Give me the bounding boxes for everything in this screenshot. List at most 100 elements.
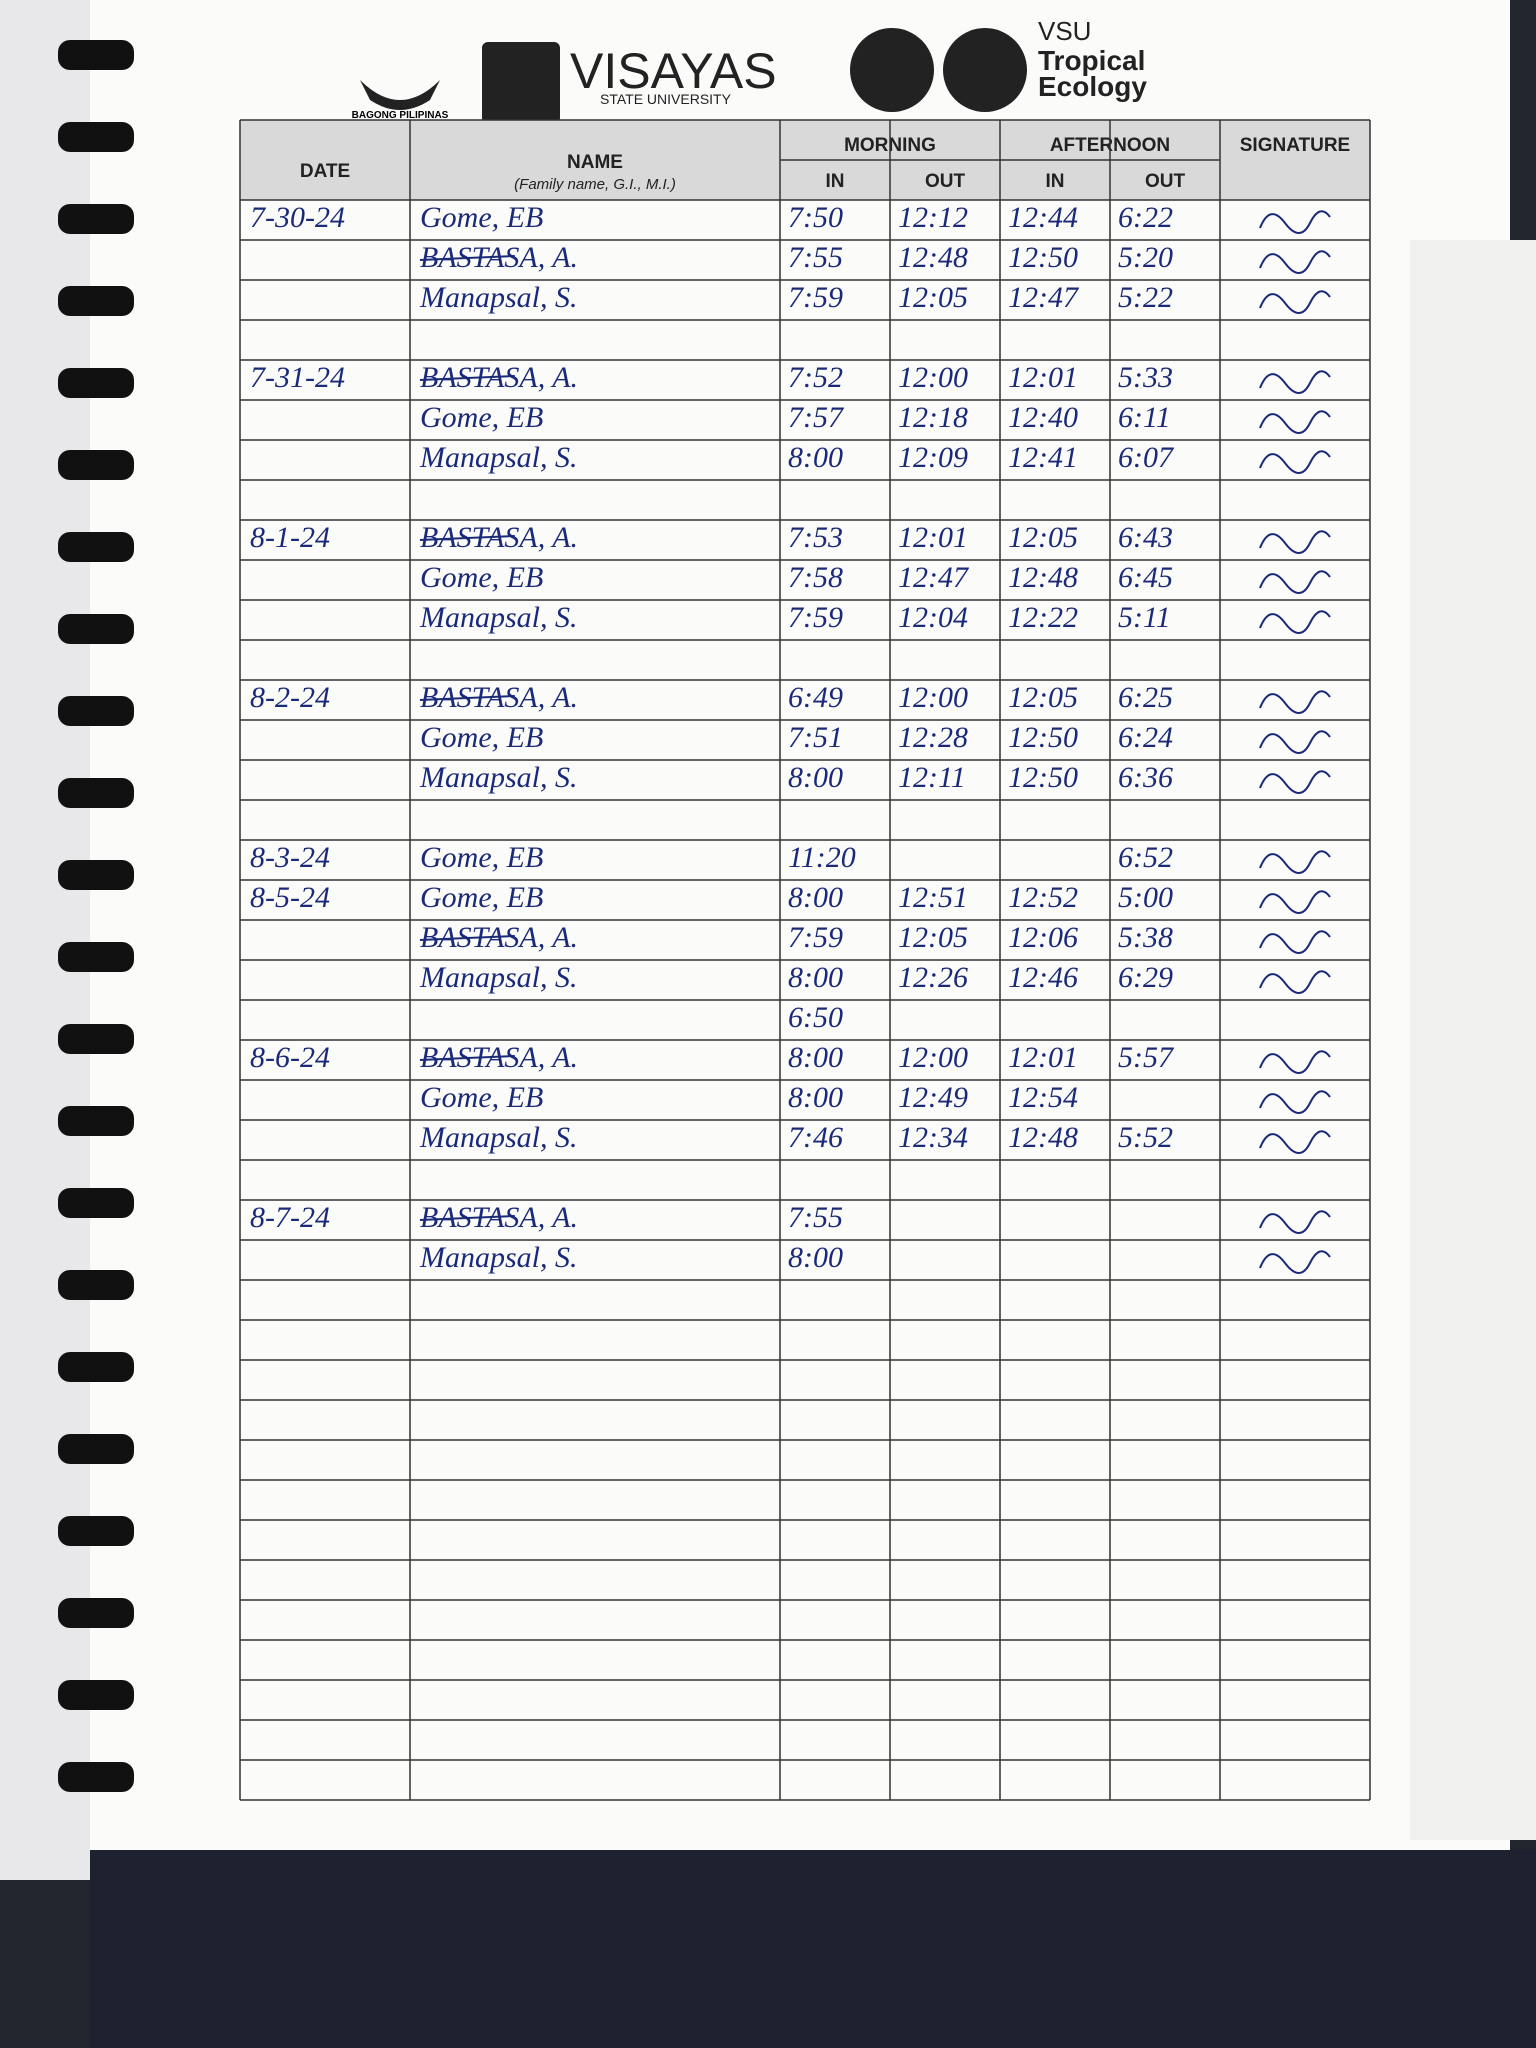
signature-scribble bbox=[1259, 450, 1331, 474]
am-out-cell: 12:34 bbox=[898, 1121, 968, 1154]
pm-out-cell: 6:11 bbox=[1118, 401, 1171, 434]
binding-ring bbox=[58, 696, 134, 726]
binding-ring bbox=[58, 1270, 134, 1300]
pm-in-cell: 12:47 bbox=[1008, 281, 1080, 314]
name-cell: Gome, EB bbox=[420, 721, 543, 754]
date-cell: 8-6-24 bbox=[250, 1041, 330, 1074]
am-in-cell: 8:00 bbox=[788, 761, 843, 794]
signature-scribble bbox=[1259, 1050, 1331, 1074]
binding-ring bbox=[58, 204, 134, 234]
am-out-cell: 12:00 bbox=[898, 361, 968, 394]
pm-in-cell: 12:54 bbox=[1008, 1081, 1078, 1114]
am-in-cell: 7:59 bbox=[788, 281, 843, 314]
am-out-cell: 12:28 bbox=[898, 721, 968, 754]
pm-out-cell: 6:07 bbox=[1118, 441, 1175, 474]
unit-logo bbox=[850, 28, 934, 112]
vsu-logo bbox=[482, 42, 560, 124]
date-cell: 8-3-24 bbox=[250, 841, 330, 874]
signature-scribble bbox=[1259, 370, 1331, 394]
am-in-cell: 8:00 bbox=[788, 881, 843, 914]
am-in-cell: 7:57 bbox=[788, 401, 845, 434]
pm-in-cell: 12:01 bbox=[1008, 361, 1078, 394]
strike-through bbox=[419, 535, 515, 541]
am-in-cell: 7:50 bbox=[788, 201, 843, 234]
binding-ring bbox=[58, 450, 134, 480]
name-cell: Gome, EB bbox=[420, 401, 543, 434]
pm-in-cell: 12:40 bbox=[1008, 401, 1078, 434]
signature-scribble bbox=[1259, 290, 1331, 314]
pm-in-cell: 12:05 bbox=[1008, 681, 1078, 714]
signature-scribble bbox=[1259, 410, 1331, 434]
unit-name: Ecology bbox=[1038, 71, 1147, 102]
pm-out-cell: 6:52 bbox=[1118, 841, 1173, 874]
am-out-cell: 12:05 bbox=[898, 281, 968, 314]
pm-in-cell: 12:41 bbox=[1008, 441, 1078, 474]
binding-ring bbox=[58, 1680, 134, 1710]
header-sub: (Family name, G.I., M.I.) bbox=[514, 176, 676, 193]
signature-scribble bbox=[1259, 970, 1331, 994]
date-cell: 8-5-24 bbox=[250, 881, 330, 914]
pm-out-cell: 6:36 bbox=[1118, 761, 1173, 794]
side-paper bbox=[1410, 240, 1536, 1840]
pm-out-cell: 6:29 bbox=[1118, 961, 1173, 994]
pm-out-cell: 6:22 bbox=[1118, 201, 1173, 234]
date-cell: 7-30-24 bbox=[250, 201, 345, 234]
am-in-cell: 8:00 bbox=[788, 441, 843, 474]
binding-ring bbox=[58, 1188, 134, 1218]
pm-in-cell: 12:22 bbox=[1008, 601, 1078, 634]
name-cell: Gome, EB bbox=[420, 841, 543, 874]
signature-scribble bbox=[1259, 210, 1331, 234]
name-cell: Manapsal, S. bbox=[419, 761, 578, 794]
pm-out-cell: 5:00 bbox=[1118, 881, 1173, 914]
pm-in-cell: 12:48 bbox=[1008, 1121, 1078, 1154]
am-in-cell: 11:20 bbox=[788, 841, 856, 874]
name-cell: Manapsal, S. bbox=[419, 601, 578, 634]
name-cell: Gome, EB bbox=[420, 881, 543, 914]
strike-through bbox=[419, 695, 515, 701]
am-in-cell: 6:50 bbox=[788, 1001, 843, 1034]
pm-in-cell: 12:48 bbox=[1008, 561, 1078, 594]
am-out-cell: 12:04 bbox=[898, 601, 968, 634]
signature-scribble bbox=[1259, 1210, 1331, 1234]
page-sheet bbox=[90, 0, 1510, 1850]
pm-in-cell: 12:44 bbox=[1008, 201, 1078, 234]
am-out-cell: 12:05 bbox=[898, 921, 968, 954]
pm-in-cell: 12:05 bbox=[1008, 521, 1078, 554]
date-cell: 8-2-24 bbox=[250, 681, 330, 714]
pm-out-cell: 5:22 bbox=[1118, 281, 1173, 314]
signature-scribble bbox=[1259, 690, 1331, 714]
am-out-cell: 12:00 bbox=[898, 681, 968, 714]
am-in-cell: 7:46 bbox=[788, 1121, 843, 1154]
signature-scribble bbox=[1259, 730, 1331, 754]
logo-icon bbox=[360, 80, 440, 110]
signature-scribble bbox=[1259, 930, 1331, 954]
am-out-cell: 12:01 bbox=[898, 521, 968, 554]
signature-scribble bbox=[1259, 770, 1331, 794]
am-in-cell: 8:00 bbox=[788, 1041, 843, 1074]
binding-ring bbox=[58, 532, 134, 562]
name-cell: Gome, EB bbox=[420, 561, 543, 594]
pm-out-cell: 5:33 bbox=[1118, 361, 1173, 394]
date-cell: 8-7-24 bbox=[250, 1201, 330, 1234]
signature-scribble bbox=[1259, 1250, 1331, 1274]
binding-ring bbox=[58, 1598, 134, 1628]
name-cell: Manapsal, S. bbox=[419, 1241, 578, 1274]
am-out-cell: 12:49 bbox=[898, 1081, 968, 1114]
header-cell: IN bbox=[826, 171, 845, 192]
header-logos: BAGONG PILIPINAS VISAYAS STATE UNIVERSIT… bbox=[352, 16, 1147, 124]
binding-ring bbox=[58, 122, 134, 152]
date-cell: 8-1-24 bbox=[250, 521, 330, 554]
pm-in-cell: 12:06 bbox=[1008, 921, 1078, 954]
signature-scribble bbox=[1259, 890, 1331, 914]
am-out-cell: 12:00 bbox=[898, 1041, 968, 1074]
am-out-cell: 12:09 bbox=[898, 441, 968, 474]
pm-out-cell: 5:11 bbox=[1118, 601, 1171, 634]
pm-out-cell: 5:57 bbox=[1118, 1041, 1175, 1074]
pm-out-cell: 5:52 bbox=[1118, 1121, 1173, 1154]
am-out-cell: 12:48 bbox=[898, 241, 968, 274]
am-in-cell: 7:58 bbox=[788, 561, 843, 594]
pm-in-cell: 12:50 bbox=[1008, 241, 1078, 274]
background bbox=[90, 1850, 1536, 2048]
